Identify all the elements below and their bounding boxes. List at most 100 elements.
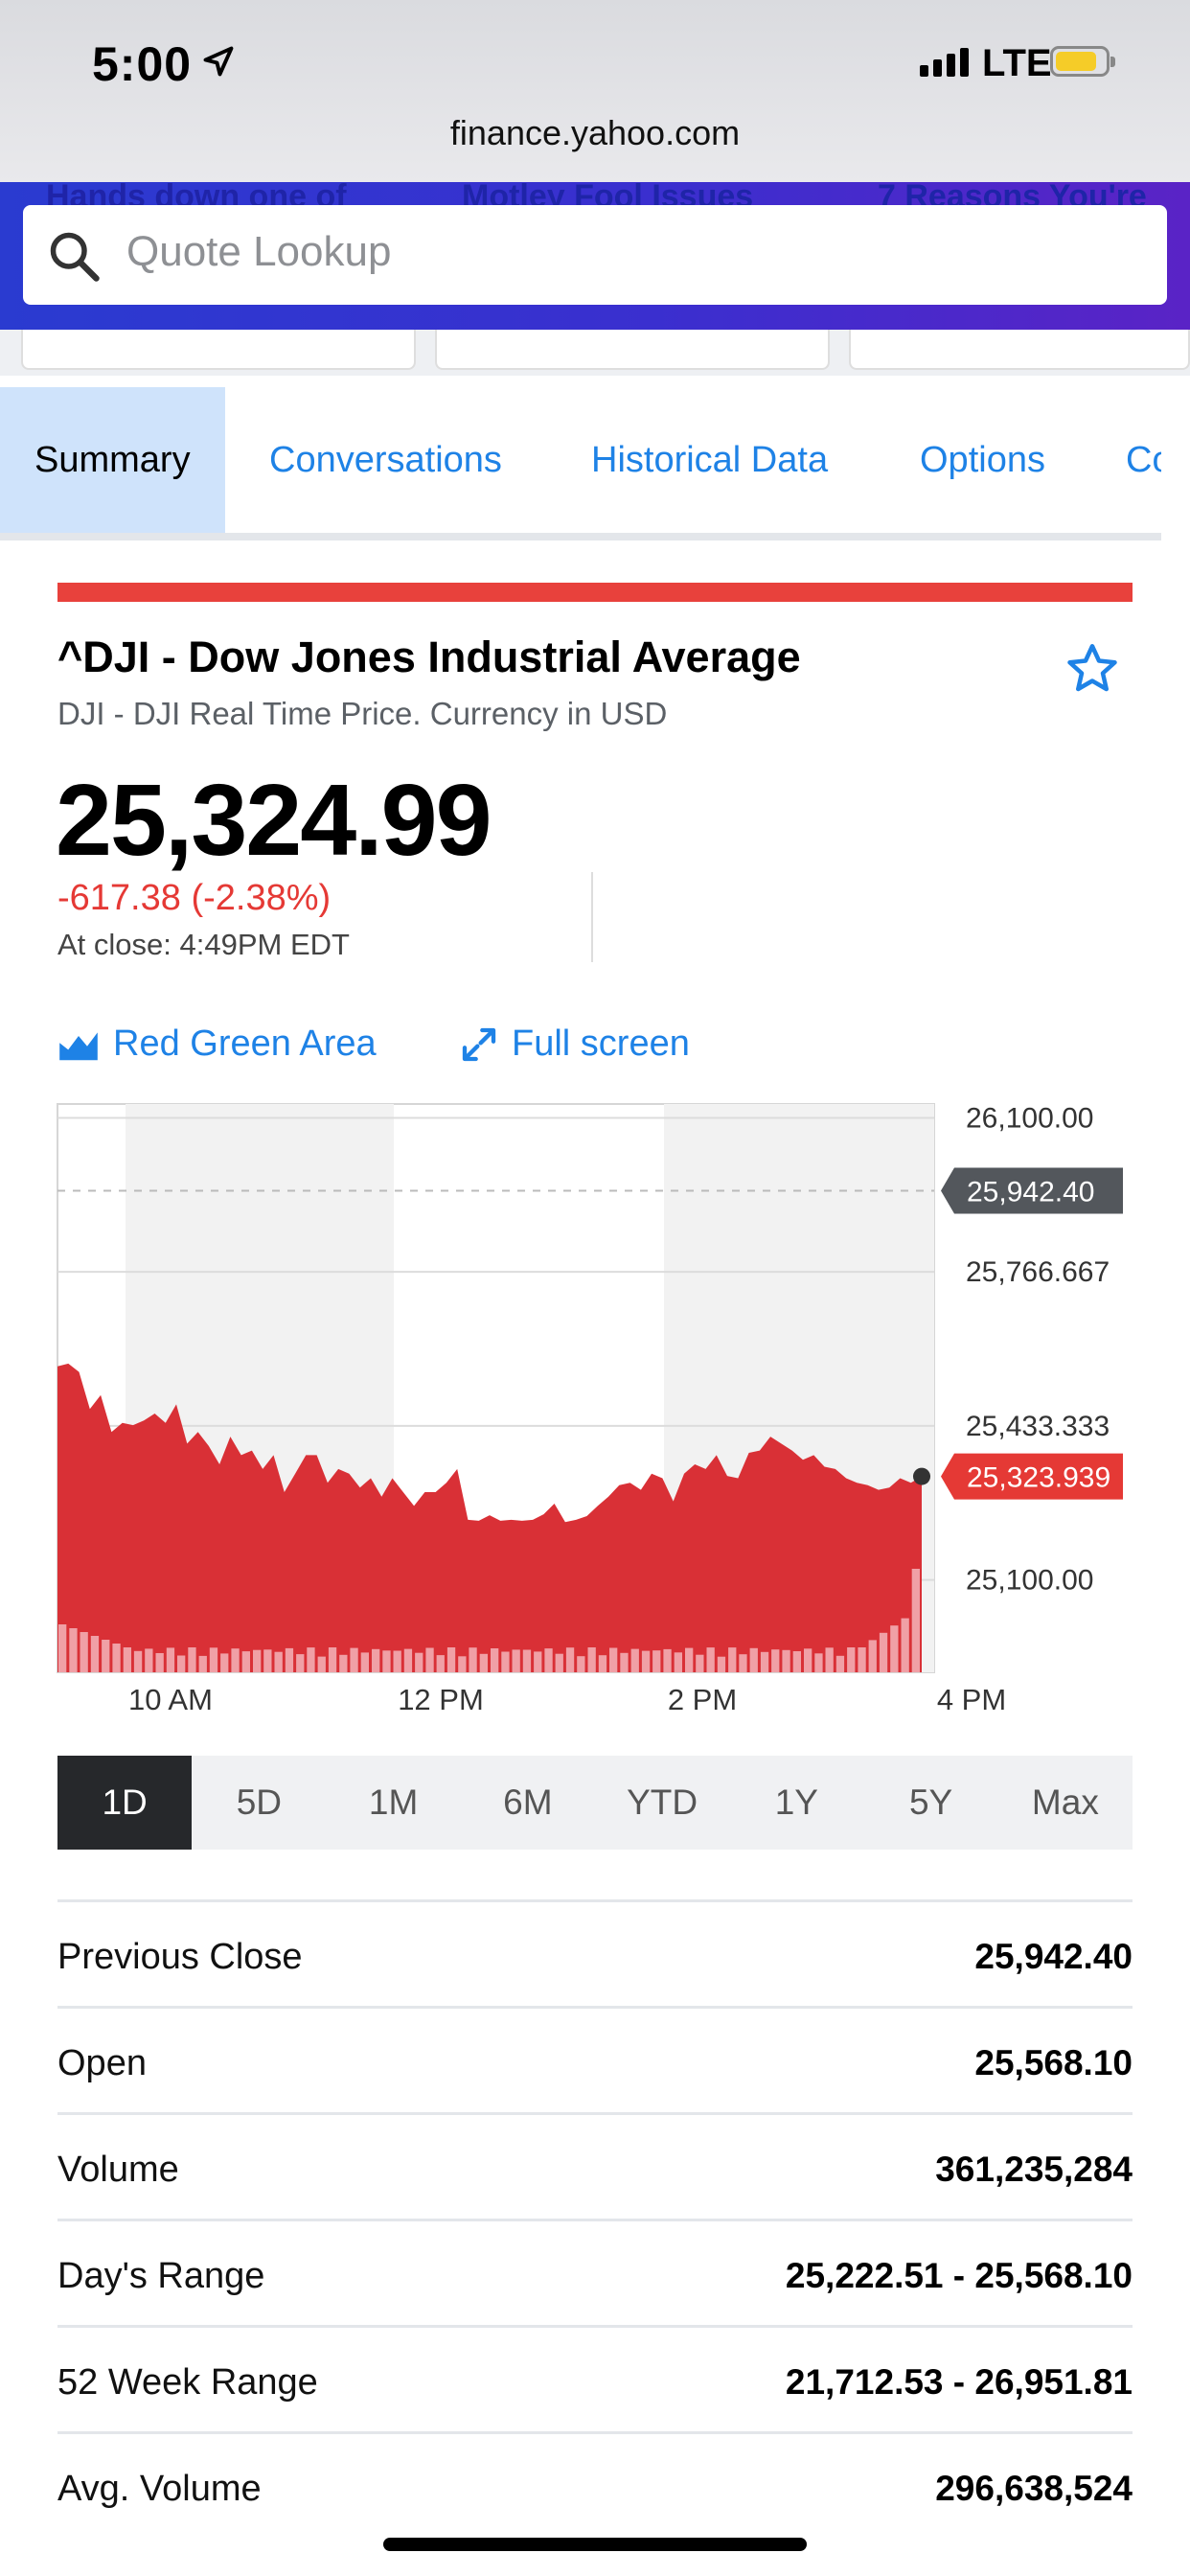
last-price-tag: 25,323.939 [941,1453,1123,1500]
tab-options[interactable]: Options [920,440,1045,480]
price-chart[interactable]: 26,100.00 25,766.667 25,433.333 25,100.00 2… [0,1092,1190,1725]
chart-type-label: Red Green Area [113,1024,377,1064]
volume-bar [436,1655,445,1672]
volume-bar [641,1650,651,1672]
stat-value: 21,712.53 - 26,951.81 [785,2362,1133,2402]
volume-bar [307,1647,315,1672]
volume-bar [253,1649,262,1672]
volume-bar [663,1648,672,1672]
star-icon[interactable] [1064,640,1121,698]
volume-bar [296,1654,305,1672]
range-selector: 1D 5D 1M 6M YTD 1Y 5Y Max [57,1756,1133,1850]
tab-conversations[interactable]: Conversations [269,440,502,480]
range-max[interactable]: Max [1031,1782,1099,1822]
volume-bar [760,1651,769,1672]
stat-label: Open [57,2043,147,2083]
range-6m[interactable]: 6M [503,1782,553,1822]
expand-icon [462,1027,496,1061]
y-tick-label: 25,100.00 [966,1565,1093,1597]
search-placeholder: Quote Lookup [126,228,392,275]
tab-summary[interactable]: Summary [0,387,225,533]
volume-bar [901,1618,909,1672]
news-card[interactable] [849,330,1190,370]
last-price-tag-text: 25,323.939 [967,1462,1110,1494]
volume-bar [317,1656,326,1672]
volume-bar [102,1640,110,1672]
quote-price: 25,324.99 [56,764,492,877]
stat-value: 296,638,524 [935,2469,1133,2508]
volume-bar [696,1654,704,1672]
range-1d[interactable]: 1D [57,1756,193,1850]
quote-change: -617.38 (-2.38%) [57,878,332,918]
network-label: LTE [982,42,1052,84]
volume-bar [609,1647,618,1672]
volume-bar [372,1648,380,1672]
volume-bar [69,1628,78,1672]
volume-bar [133,1650,143,1672]
volume-bar [565,1647,575,1672]
volume-bar [847,1647,856,1672]
area-chart-icon [59,1031,98,1060]
stat-value: 361,235,284 [935,2150,1133,2189]
status-time: 5:00 [92,37,193,91]
volume-bar [123,1647,131,1672]
stat-row-open: Open 25,568.10 [57,2006,1133,2112]
volume-bar [706,1647,715,1672]
range-1m[interactable]: 1M [368,1782,419,1822]
volume-bar [771,1649,780,1672]
volume-bar [263,1649,272,1672]
volume-bar [879,1632,888,1672]
volume-bar [512,1649,520,1672]
x-tick-label: 4 PM [937,1683,1006,1716]
news-card[interactable] [435,330,830,370]
x-tick-label: 10 AM [128,1683,213,1716]
close-time: At close: 4:49PM EDT [57,928,350,961]
volume-bar [145,1648,153,1672]
volume-bar [814,1653,823,1672]
previous-close-tag: 25,942.40 [941,1167,1123,1214]
volume-bar [685,1647,694,1672]
x-tick-label: 2 PM [668,1683,737,1716]
tab-more[interactable]: Co [1126,440,1161,480]
volume-bar [90,1636,100,1672]
volume-bar [274,1651,283,1672]
stat-row-volume: Volume 361,235,284 [57,2112,1133,2219]
battery-icon [1050,46,1115,77]
search-field[interactable]: Quote Lookup [23,205,1167,305]
volume-bar [544,1648,553,1672]
stat-label: Previous Close [57,1937,303,1977]
quote-title: ^DJI - Dow Jones Industrial Average [57,632,801,681]
range-5d[interactable]: 5D [236,1782,283,1822]
stat-row-days-range: Day's Range 25,222.51 - 25,568.10 [57,2219,1133,2325]
volume-bar [868,1640,877,1672]
volume-bar [415,1652,423,1672]
range-5y[interactable]: 5Y [908,1782,953,1822]
volume-bar [717,1656,726,1672]
volume-bar [177,1655,186,1672]
price-area [57,1363,922,1672]
volume-bar [188,1647,196,1672]
range-ytd[interactable]: YTD [627,1782,698,1822]
volume-bar [522,1649,532,1672]
volume-bar [739,1654,747,1672]
volume-bar [479,1653,488,1672]
address-bar[interactable]: finance.yahoo.com [449,113,741,152]
volume-bar [231,1648,240,1672]
chart-type-button[interactable]: Red Green Area [57,1024,377,1065]
tab-historical-data[interactable]: Historical Data [591,440,829,480]
stat-label: 52 Week Range [57,2362,318,2403]
volume-bar [728,1647,737,1672]
volume-bar [382,1650,391,1672]
volume-bar [620,1652,629,1672]
y-tick-label: 25,766.667 [966,1256,1110,1288]
volume-bar [835,1655,845,1672]
fullscreen-button[interactable]: Full screen [460,1024,690,1065]
volume-bar [403,1648,413,1672]
quote-tabs: Summary Conversations Historical Data Op… [0,387,1161,540]
news-card[interactable] [21,330,416,370]
y-tick-label: 26,100.00 [966,1102,1093,1134]
x-tick-label: 12 PM [398,1683,484,1716]
range-1y[interactable]: 1Y [774,1782,818,1822]
volume-bar [491,1648,499,1672]
stat-row-52-week-range: 52 Week Range 21,712.53 - 26,951.81 [57,2325,1133,2431]
